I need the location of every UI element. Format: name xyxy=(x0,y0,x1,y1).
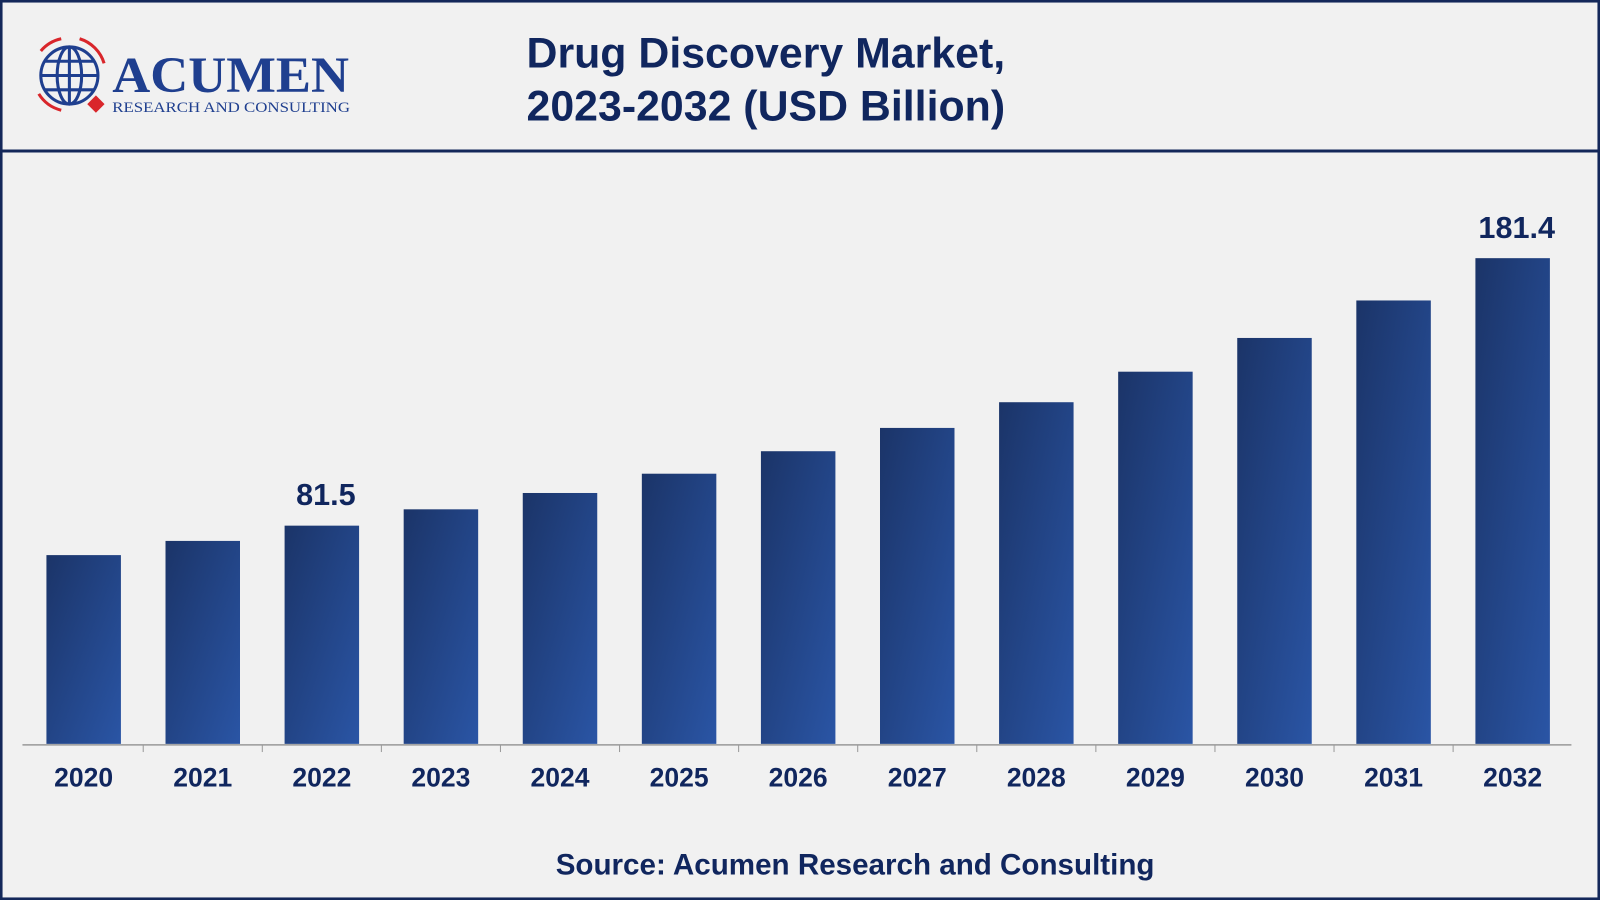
bar-2029 xyxy=(1118,371,1193,744)
x-tick-label: 2031 xyxy=(1364,763,1423,793)
chart-title-line2: 2023-2032 (USD Billion) xyxy=(527,82,1006,130)
x-tick-label: 2030 xyxy=(1245,763,1304,793)
bar-2026 xyxy=(760,451,836,744)
x-tick-label: 2022 xyxy=(292,763,351,793)
chart-title-line1: Drug Discovery Market, xyxy=(527,29,1006,77)
x-tick-label: 2024 xyxy=(531,763,590,793)
x-tick-label: 2023 xyxy=(411,763,470,793)
logo-tagline: RESEARCH AND CONSULTING xyxy=(112,100,350,116)
x-tick-label: 2028 xyxy=(1007,763,1066,793)
logo-name: ACUMEN xyxy=(112,48,349,104)
bar-2021 xyxy=(165,540,240,744)
x-axis-ticks: 2020 2021 2022 2023 2024 2025 2026 2027 2028 2029… xyxy=(54,744,1542,793)
x-tick-label: 2021 xyxy=(173,763,232,793)
x-tick-label: 2032 xyxy=(1483,763,1542,793)
bar-2031 xyxy=(1356,300,1431,744)
bar-2020 xyxy=(46,555,121,744)
x-tick-label: 2027 xyxy=(888,763,947,793)
x-tick-label: 2026 xyxy=(769,763,828,793)
logo-diamond-icon xyxy=(87,95,105,113)
logo: ACUMEN RESEARCH AND CONSULTING xyxy=(37,37,350,116)
x-tick-label: 2025 xyxy=(650,763,709,793)
x-tick-label: 2029 xyxy=(1126,763,1185,793)
globe-icon xyxy=(39,45,100,106)
source-note: Source: Acumen Research and Consulting xyxy=(556,848,1155,881)
bar-2022 xyxy=(284,525,360,744)
logo-arc-icon xyxy=(37,37,106,112)
bar-2027 xyxy=(880,427,955,744)
bar-2028 xyxy=(999,402,1074,744)
bar-2030 xyxy=(1237,337,1312,744)
bar-2023 xyxy=(403,509,479,744)
bars: 81.5 181.4 xyxy=(46,211,1555,744)
bar-2025 xyxy=(641,473,717,744)
bar-2024 xyxy=(522,492,598,744)
data-label: 181.4 xyxy=(1478,211,1555,245)
bar-2032 xyxy=(1475,258,1550,744)
x-tick-label: 2020 xyxy=(54,763,113,793)
data-label: 81.5 xyxy=(296,478,356,512)
